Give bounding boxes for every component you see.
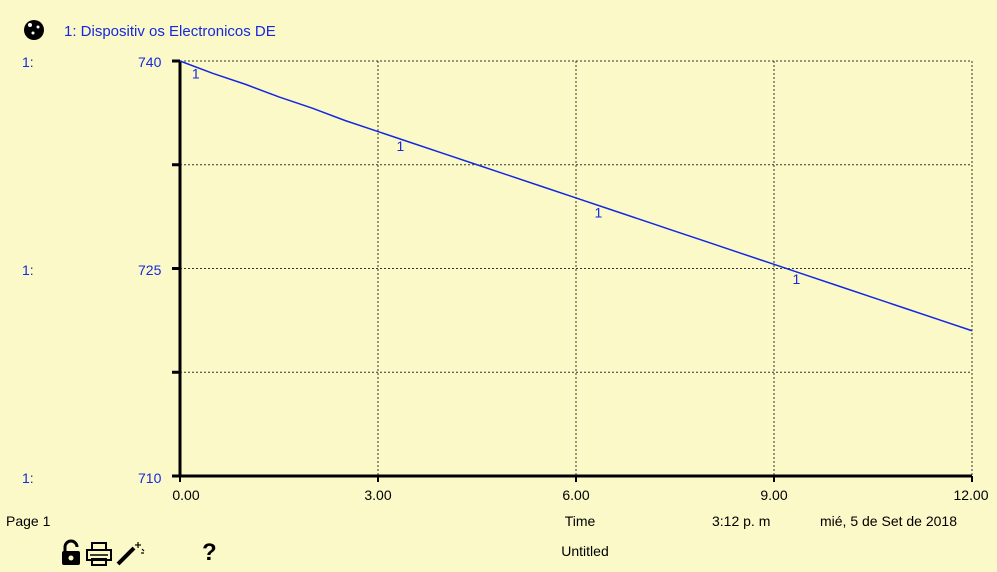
series-title: 1: Dispositiv os Electronicos DE xyxy=(64,23,276,40)
document-title: Untitled xyxy=(561,543,609,559)
y-tick-prefix-mid: 1: xyxy=(22,262,34,278)
timestamp: 3:12 p. m xyxy=(712,513,771,529)
y-tick-label-740: 740 xyxy=(138,54,162,70)
series-marker-label: 1 xyxy=(595,204,603,220)
print-icon[interactable] xyxy=(86,542,112,566)
y-tick-prefix-top: 1: xyxy=(22,54,34,70)
run-date: mié, 5 de Set de 2018 xyxy=(820,513,957,529)
x-tick-label-12: 12.00 xyxy=(953,487,989,503)
series-marker-label: 1 xyxy=(192,66,200,82)
magic-wand-icon[interactable] xyxy=(116,540,146,566)
y-tick-label-725: 725 xyxy=(138,262,162,278)
lock-icon[interactable] xyxy=(60,539,82,567)
x-tick-label-9: 9.00 xyxy=(760,487,788,503)
series-symbol-icon xyxy=(22,18,46,42)
x-axis-label: Time xyxy=(564,513,596,529)
x-tick-label-0: 0.00 xyxy=(172,487,200,503)
help-icon[interactable]: ? xyxy=(202,539,217,566)
y-tick-label-710: 710 xyxy=(138,470,162,486)
series-marker-label: 1 xyxy=(793,271,801,287)
series-line-0 xyxy=(179,60,973,332)
y-tick-prefix-bottom: 1: xyxy=(22,470,34,486)
x-tick-label-6: 6.00 xyxy=(562,487,590,503)
x-tick-label-3: 3.00 xyxy=(364,487,392,503)
series-marker-label: 1 xyxy=(397,138,405,154)
page-label: Page 1 xyxy=(6,513,51,529)
